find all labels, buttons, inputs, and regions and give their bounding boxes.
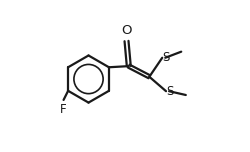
Text: S: S — [163, 51, 170, 64]
Text: S: S — [166, 85, 174, 98]
Text: O: O — [121, 24, 132, 37]
Text: F: F — [60, 103, 67, 116]
